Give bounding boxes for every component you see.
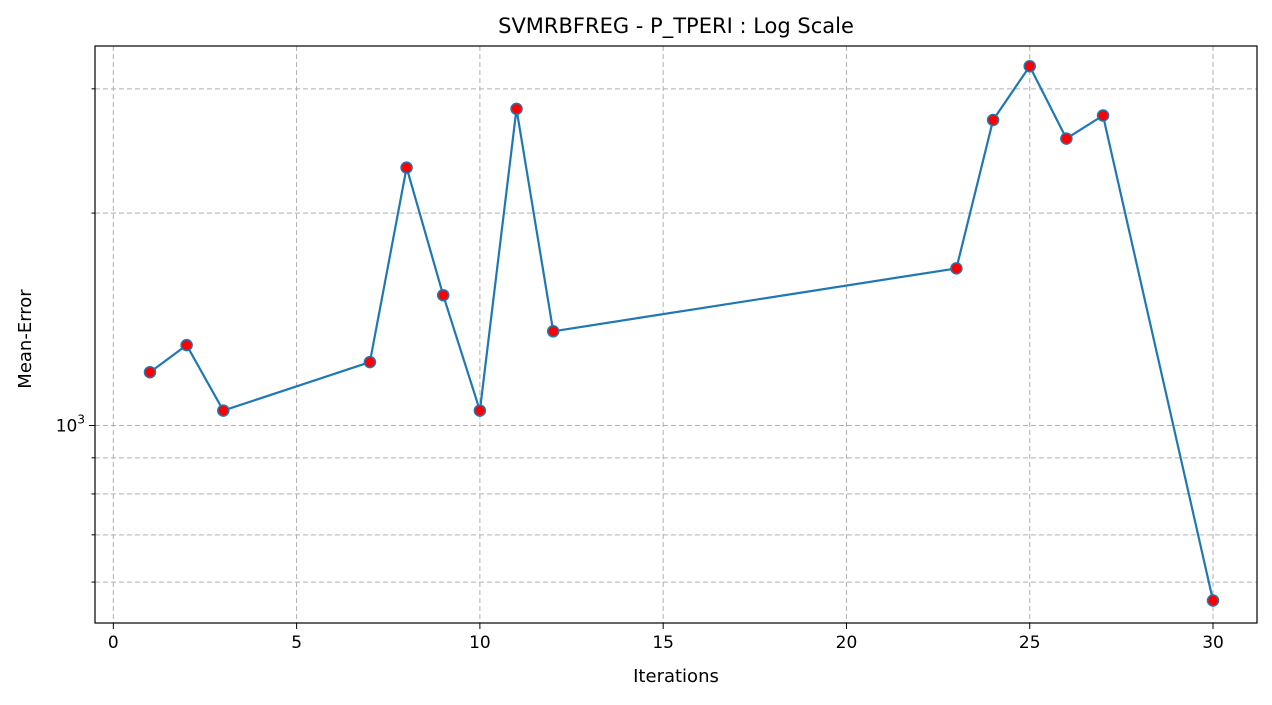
- data-point: [400, 161, 413, 174]
- data-point: [143, 365, 157, 379]
- y-tick-label: 103: [56, 413, 85, 437]
- data-point: [473, 404, 487, 417]
- tick-layer: 0 5 10 15 20 25 30 103: [56, 88, 1224, 653]
- data-point: [1060, 132, 1073, 145]
- x-tick-label: 25: [1019, 633, 1041, 653]
- data-point: [436, 288, 450, 302]
- x-tick-label: 20: [836, 633, 858, 653]
- data-point: [986, 113, 1000, 127]
- y-axis-label: Mean-Error: [15, 289, 36, 389]
- series-line: [149, 65, 1215, 601]
- x-axis-label: Iterations: [633, 666, 719, 687]
- series-layer: [143, 59, 1220, 607]
- data-point: [950, 262, 963, 275]
- data-point: [217, 404, 230, 417]
- x-tick-label: 10: [469, 633, 491, 653]
- x-tick-label: 30: [1202, 633, 1224, 653]
- data-point: [1096, 109, 1110, 122]
- x-tick-label: 0: [108, 633, 119, 653]
- x-tick-label: 15: [652, 633, 674, 653]
- data-point: [363, 355, 377, 369]
- data-point: [1023, 59, 1036, 73]
- grid-layer: [95, 46, 1257, 623]
- chart-title: SVMRBFREG - P_TPERI : Log Scale: [498, 14, 854, 39]
- data-point: [546, 325, 560, 338]
- plot-area-frame: [94, 45, 1258, 624]
- data-point: [180, 338, 193, 352]
- data-point: [510, 102, 523, 116]
- x-tick-label: 5: [291, 633, 302, 653]
- data-point: [1206, 594, 1220, 607]
